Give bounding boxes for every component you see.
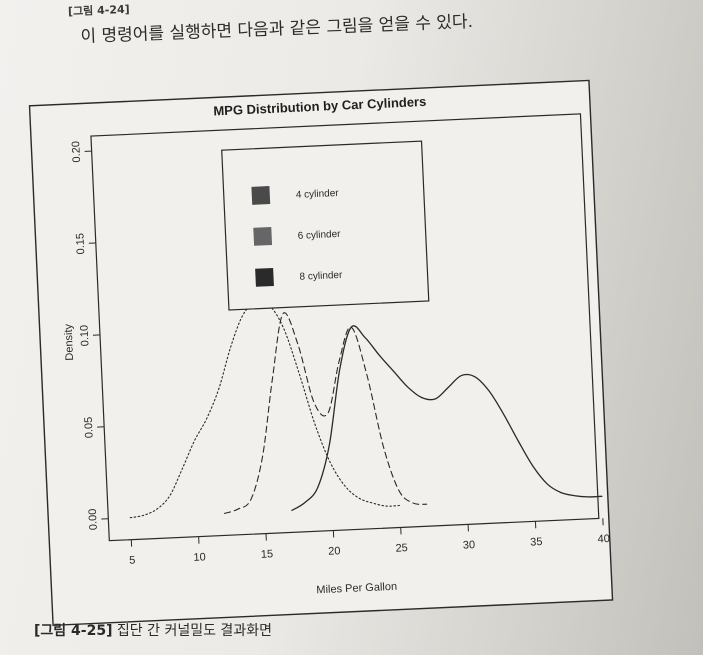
legend-swatch-6-cylinder	[253, 227, 273, 246]
x-tick-label: 10	[193, 551, 206, 564]
series-line-6-cylinder	[224, 312, 428, 514]
y-tick-label: 0.05	[83, 417, 96, 439]
legend: 4 cylinder 6 cylinder 8 cylinder	[221, 140, 430, 311]
legend-label-6-cylinder: 6 cylinder	[297, 229, 341, 242]
figure-caption-number: [그림 4-25]	[34, 623, 113, 639]
plot-area	[90, 113, 600, 542]
x-tick-label: 15	[261, 548, 274, 561]
y-tick-label: 0.20	[70, 141, 83, 163]
x-tick-label: 35	[530, 536, 543, 549]
legend-box	[221, 140, 430, 311]
x-axis: 5 10 15 20 25 30 35 40	[129, 518, 610, 567]
x-tick-label: 20	[328, 545, 341, 558]
figure-caption: [그림 4-25] 집단 간 커널밀도 결과화면	[34, 620, 272, 640]
legend-swatch-4-cylinder	[251, 186, 271, 205]
x-tick-label: 25	[395, 542, 408, 555]
x-tick-label: 5	[129, 555, 136, 567]
legend-label-4-cylinder: 4 cylinder	[296, 188, 340, 201]
y-tick-label: 0.15	[74, 233, 87, 255]
y-tick-label: 0.00	[87, 508, 100, 530]
y-axis: 0.00 0.05 0.10 0.15 0.20	[70, 141, 109, 530]
figure-caption-text: 집단 간 커널밀도 결과화면	[116, 623, 272, 639]
x-tick-label: 30	[463, 539, 476, 552]
legend-swatch-8-cylinder	[255, 267, 274, 287]
x-axis-label: Miles Per Gallon	[316, 581, 397, 597]
legend-label-8-cylinder: 8 cylinder	[299, 270, 343, 283]
y-tick-label: 0.10	[79, 325, 92, 347]
series-line-4-cylinder	[291, 325, 603, 512]
x-tick-label: 40	[597, 533, 610, 546]
figure-frame	[28, 79, 614, 627]
y-axis-label: Density	[62, 323, 76, 361]
